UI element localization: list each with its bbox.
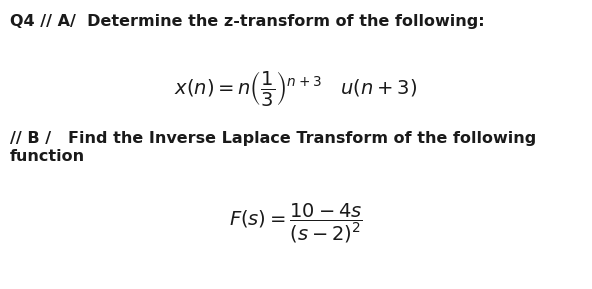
Text: $x(n) = n\left(\dfrac{1}{3}\right)^{n+3} \quad u(n+3)$: $x(n) = n\left(\dfrac{1}{3}\right)^{n+3}…: [175, 69, 417, 108]
Text: function: function: [10, 149, 85, 164]
Text: // B /   Find the Inverse Laplace Transform of the following: // B / Find the Inverse Laplace Transfor…: [10, 131, 536, 146]
Text: Q4 // A/  Determine the z-transform of the following:: Q4 // A/ Determine the z-transform of th…: [10, 14, 485, 29]
Text: $F(s) = \dfrac{10-4s}{(s-2)^{2}}$: $F(s) = \dfrac{10-4s}{(s-2)^{2}}$: [229, 201, 363, 244]
